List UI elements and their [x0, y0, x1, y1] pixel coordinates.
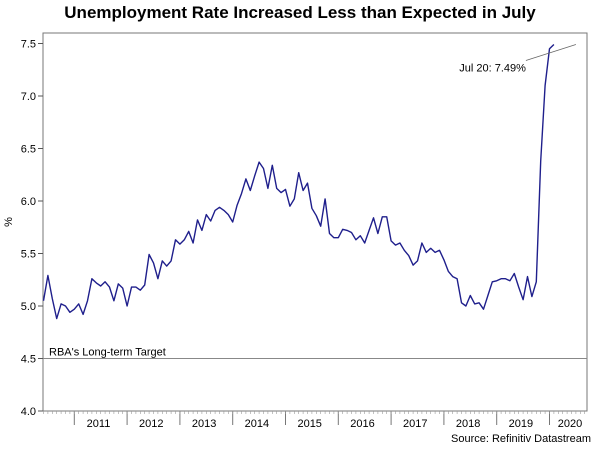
- annotation-label: Jul 20: 7.49%: [459, 63, 526, 75]
- x-tick-label: 2018: [456, 418, 480, 430]
- x-tick-label: 2011: [87, 418, 111, 430]
- y-tick-label: 7.5: [21, 39, 36, 51]
- target-line-label: RBA's Long-term Target: [49, 347, 166, 359]
- unemployment-line: [42, 43, 555, 320]
- source-note: Source: Refinitiv Datastream: [451, 433, 591, 445]
- x-tick-label: 2016: [350, 418, 374, 430]
- y-tick-label: 4.5: [21, 354, 36, 366]
- x-tick-label: 2014: [245, 418, 269, 430]
- chart-title: Unemployment Rate Increased Less than Ex…: [64, 3, 536, 22]
- x-tick-label: 2019: [509, 418, 533, 430]
- y-tick-label: 6.5: [21, 144, 36, 156]
- x-tick-label: 2015: [297, 418, 321, 430]
- x-tick-label: 2017: [403, 418, 427, 430]
- annotation-leader: [525, 44, 577, 61]
- x-tick-label: 2020: [558, 418, 582, 430]
- y-tick-label: 4.0: [21, 406, 36, 418]
- y-tick-label: 5.0: [21, 301, 36, 313]
- y-tick-label: 5.5: [21, 249, 36, 261]
- reference-layer: RBA's Long-term Target: [43, 347, 587, 359]
- x-tick-label: 2013: [192, 418, 216, 430]
- annotation-layer: Jul 20: 7.49%: [459, 44, 577, 75]
- y-tick-label: 6.0: [21, 196, 36, 208]
- x-tick-label: 2012: [139, 418, 163, 430]
- series-layer: [42, 43, 555, 320]
- y-axis-label: %: [3, 217, 15, 227]
- plot-frame: [42, 32, 588, 412]
- axis-layer: 4.0 4.5 5.0 5.5 6.0 6.5 7.0 7.5% 2011 2012 2013 201…: [3, 32, 588, 430]
- y-tick-label: 7.0: [21, 91, 36, 103]
